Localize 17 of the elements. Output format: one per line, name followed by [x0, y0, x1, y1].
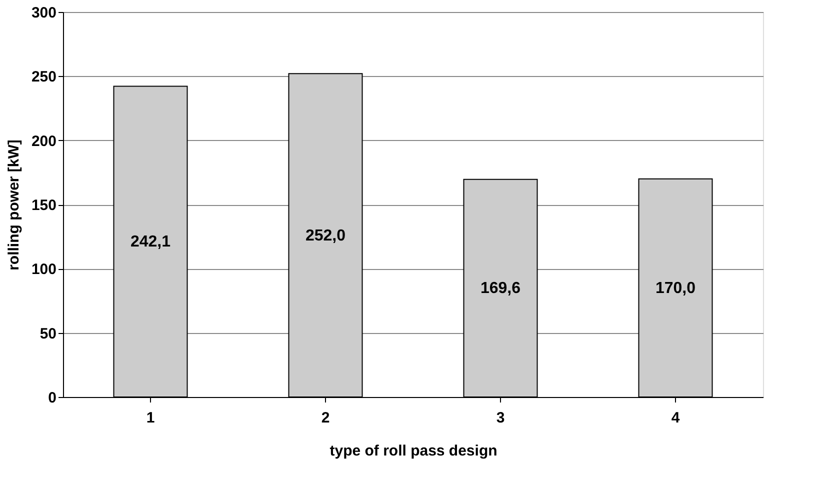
y-tick-label: 150: [31, 197, 56, 214]
x-tick-label: 4: [671, 410, 680, 426]
y-tick-label: 300: [31, 4, 56, 22]
x-tick-label: 2: [321, 410, 330, 426]
data-label: 242,1: [130, 234, 171, 251]
data-label: 252,0: [305, 227, 346, 244]
y-tick-label: 100: [31, 261, 56, 278]
data-label: 170,0: [655, 280, 696, 297]
y-tick-label: 50: [40, 325, 56, 342]
y-axis-title: rolling power [kW]: [5, 140, 22, 270]
data-label: 169,6: [480, 280, 521, 298]
y-tick-label: 200: [31, 132, 56, 150]
y-tick-label: 250: [31, 68, 56, 86]
x-axis-title: type of roll pass design: [330, 442, 498, 460]
x-tick-label: 1: [146, 410, 155, 426]
y-tick-label: 0: [48, 390, 56, 406]
x-tick-label: 3: [496, 410, 505, 426]
